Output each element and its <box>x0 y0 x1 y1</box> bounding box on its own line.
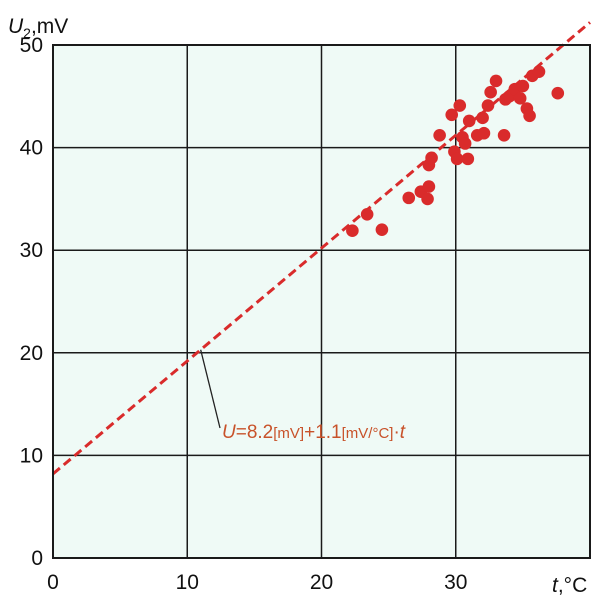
data-point <box>476 111 489 125</box>
data-point <box>516 79 530 93</box>
y-tick-label: 40 <box>20 137 43 160</box>
data-point <box>484 85 497 99</box>
data-point <box>402 191 416 205</box>
annotation-leader <box>200 349 221 429</box>
data-point <box>523 109 536 123</box>
data-point <box>497 128 511 142</box>
data-point <box>375 223 389 236</box>
data-point <box>481 99 495 112</box>
y-tick-label: 50 <box>20 34 43 57</box>
data-point <box>461 152 475 166</box>
grid <box>53 45 590 558</box>
data-point <box>462 114 476 128</box>
y-axis-label: U2,mV <box>8 15 68 41</box>
data-point <box>422 180 436 193</box>
data-point <box>433 128 446 142</box>
data-point <box>360 207 374 221</box>
x-tick-label: 10 <box>176 571 199 594</box>
data-point <box>489 74 503 88</box>
data-point <box>421 192 434 206</box>
x-tick-label: 30 <box>444 571 467 594</box>
y-tick-label: 30 <box>20 239 43 262</box>
data-point <box>551 86 565 100</box>
data-point <box>453 99 467 112</box>
y-tick-label: 0 <box>31 547 43 570</box>
data-point <box>445 108 459 122</box>
data-point <box>513 92 527 105</box>
y-tick-label: 10 <box>20 444 43 467</box>
fit-line-group <box>52 21 591 476</box>
data-point <box>346 224 359 238</box>
data-point <box>425 151 438 165</box>
fit-line <box>52 21 591 476</box>
data-point <box>477 126 491 140</box>
fit-equation-annotation: U=8.2[mV]+1.1[mV/°C]·t <box>222 422 406 443</box>
x-tick-label: 20 <box>310 571 333 594</box>
x-axis-label: t,°C <box>552 574 587 597</box>
plot-frame <box>52 44 591 559</box>
tick-labels: 0 10 20 30 40 50 0 10 20 30 <box>20 34 468 594</box>
data-points <box>346 65 565 238</box>
data-point <box>450 152 464 166</box>
x-tick-label: 0 <box>47 571 59 594</box>
data-point <box>458 137 472 150</box>
data-point <box>532 65 546 78</box>
y-tick-label: 20 <box>20 342 43 365</box>
